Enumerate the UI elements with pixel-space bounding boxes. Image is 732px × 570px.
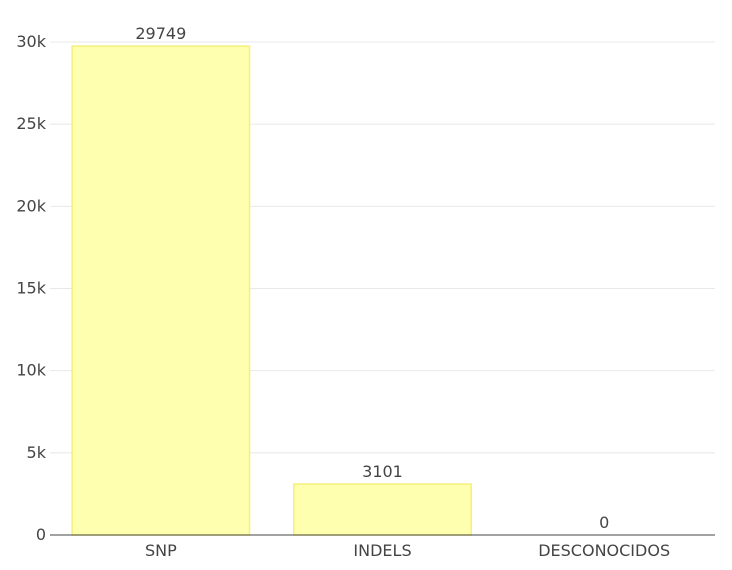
y-axis-ticks: 0 5k 10k 15k 20k 25k 30k [16,32,46,544]
y-tick-label: 15k [16,279,46,298]
data-label-indels: 3101 [362,462,403,481]
y-tick-label: 30k [16,32,46,51]
bar-snp [71,45,251,536]
y-tick-label: 5k [27,443,47,462]
data-labels: 29749 3101 0 [135,24,609,532]
y-tick-label: 20k [16,196,46,215]
bars [71,45,472,536]
y-tick-label: 0 [36,525,46,544]
bar-indels [293,483,472,536]
data-label-snp: 29749 [135,24,186,43]
x-tick-label: INDELS [353,541,411,560]
y-tick-label: 25k [16,114,46,133]
x-tick-label: SNP [145,541,177,560]
x-tick-label: DESCONOCIDOS [538,541,670,560]
y-tick-label: 10k [16,361,46,380]
data-label-desconocidos: 0 [599,513,609,532]
x-axis-ticks: SNP INDELS DESCONOCIDOS [145,541,670,560]
